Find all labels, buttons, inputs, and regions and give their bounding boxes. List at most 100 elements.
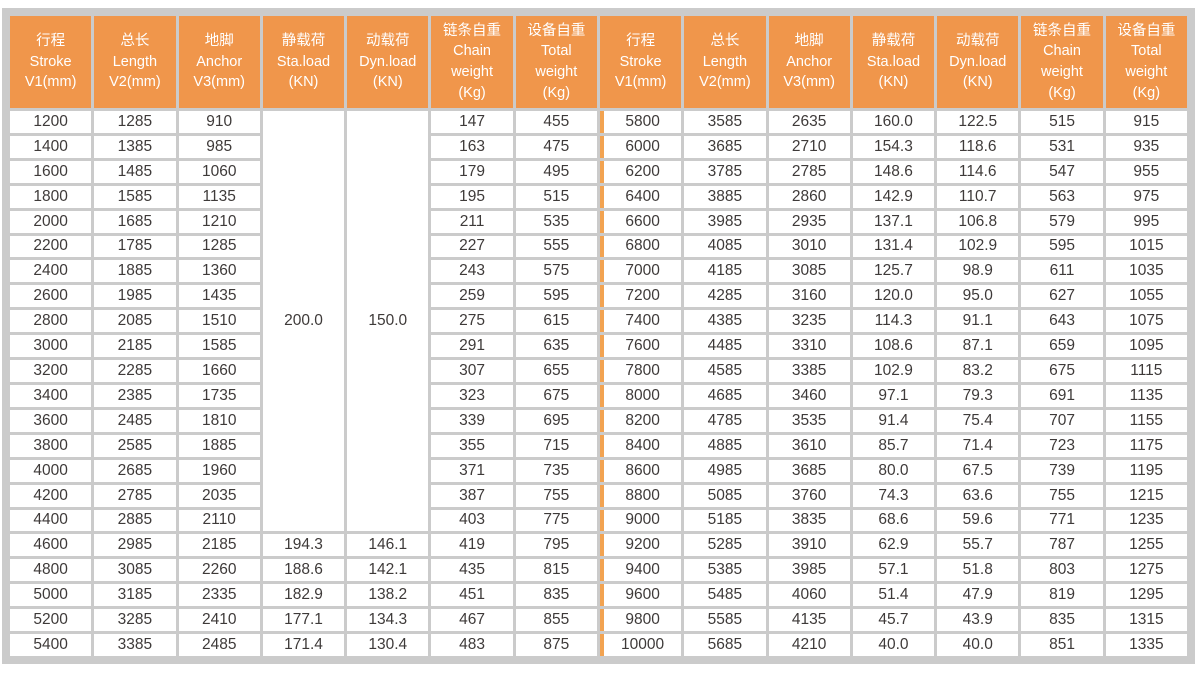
cell-right-total-weight: 1235 <box>1105 509 1187 532</box>
cell-left-sta-load: 177.1 <box>262 609 345 632</box>
cell-left-stroke: 3000 <box>10 335 92 358</box>
cell-left-length: 3385 <box>94 634 176 656</box>
table-row: 3000 2185 1585 291 635 7600 4485 3310 108.6 87.1 6… <box>10 335 1187 358</box>
cell-left-stroke: 4800 <box>10 559 92 582</box>
cell-right-stroke: 7000 <box>599 260 682 283</box>
cell-left-stroke: 1200 <box>10 111 92 133</box>
cell-right-sta-load: 148.6 <box>852 160 935 183</box>
table-row: 3200 2285 1660 307 655 7800 4585 3385 102.9 83.2 6… <box>10 360 1187 382</box>
cell-left-length: 3185 <box>94 584 176 607</box>
cell-right-total-weight: 1055 <box>1105 285 1187 308</box>
cell-left-total-weight: 595 <box>515 285 597 308</box>
cell-right-chain-weight: 819 <box>1021 584 1103 607</box>
cell-left-length: 1985 <box>94 285 176 308</box>
header-line: weight <box>451 64 493 80</box>
cell-left-dyn-load: 138.2 <box>347 584 429 607</box>
cell-left-anchor: 1360 <box>178 260 260 283</box>
table-row: 3800 2585 1885 355 715 8400 4885 3610 85.7 71.4 72… <box>10 434 1187 457</box>
cell-right-total-weight: 1115 <box>1105 360 1187 382</box>
cell-left-total-weight: 555 <box>515 235 597 258</box>
cell-right-anchor: 3385 <box>768 360 850 382</box>
cell-right-stroke: 5800 <box>599 111 682 133</box>
cell-right-anchor: 3010 <box>768 235 850 258</box>
cell-right-sta-load: 108.6 <box>852 335 935 358</box>
table-row: 2600 1985 1435 259 595 7200 4285 3160 120.0 95.0 6… <box>10 285 1187 308</box>
table-row: 5400 3385 2485 171.4 130.4 483 875 10000 5685 421… <box>10 634 1187 656</box>
table-row: 1800 1585 1135 195 515 6400 3885 2860 142.9 110.7… <box>10 185 1187 208</box>
spec-table-header: 行程 Stroke V1(mm) 总长 Length V2(mm) 地脚 Anchor V3(m… <box>10 16 1187 108</box>
cell-left-length: 1685 <box>94 210 176 233</box>
cell-right-dyn-load: 47.9 <box>937 584 1019 607</box>
cell-right-stroke: 8800 <box>599 484 682 507</box>
cell-right-dyn-load: 98.9 <box>937 260 1019 283</box>
table-row: 5200 3285 2410 177.1 134.3 467 855 9800 5585 4135… <box>10 609 1187 632</box>
table-row: 2800 2085 1510 275 615 7400 4385 3235 114.3 91.1 6… <box>10 310 1187 333</box>
cell-left-chain-weight: 387 <box>431 484 513 507</box>
cell-right-dyn-load: 118.6 <box>937 135 1019 158</box>
cell-right-sta-load: 91.4 <box>852 409 935 432</box>
cell-left-dyn-load: 150.0 <box>347 111 429 532</box>
cell-right-stroke: 8600 <box>599 459 682 482</box>
header-line: weight <box>1125 64 1168 80</box>
cell-right-length: 4085 <box>684 235 766 258</box>
header-line: Sta.load <box>276 53 331 70</box>
header-line: 总长 <box>120 33 150 50</box>
cell-right-anchor: 3685 <box>768 459 850 482</box>
header-line: Anchor <box>786 53 833 70</box>
cell-right-anchor: 2710 <box>768 135 850 158</box>
header-left-length: 总长 Length V2(mm) <box>94 16 176 108</box>
cell-left-anchor: 1885 <box>178 434 260 457</box>
cell-right-total-weight: 995 <box>1105 210 1187 233</box>
cell-left-stroke: 1600 <box>10 160 92 183</box>
cell-right-anchor: 3910 <box>768 534 850 557</box>
cell-left-stroke: 1800 <box>10 185 92 208</box>
cell-right-length: 4985 <box>684 459 766 482</box>
cell-right-stroke: 9800 <box>599 609 682 632</box>
header-line: V2(mm) <box>109 74 161 91</box>
table-row: 1400 1385 985 163 475 6000 3685 2710 154.3 118.6 5… <box>10 135 1187 158</box>
cell-left-anchor: 985 <box>178 135 260 158</box>
cell-right-chain-weight: 755 <box>1021 484 1103 507</box>
header-right-anchor: 地脚 Anchor V3(mm) <box>768 16 850 108</box>
header-right-stroke: 行程 Stroke V1(mm) <box>599 16 682 108</box>
cell-right-total-weight: 1155 <box>1105 409 1187 432</box>
cell-left-length: 2185 <box>94 335 176 358</box>
cell-left-total-weight: 475 <box>515 135 597 158</box>
header-line: 链条自重 <box>1033 22 1092 39</box>
cell-right-dyn-load: 71.4 <box>937 434 1019 457</box>
header-right-sta-load: 静载荷 Sta.load (KN) <box>852 16 935 108</box>
cell-right-anchor: 2785 <box>768 160 850 183</box>
cell-left-length: 1785 <box>94 235 176 258</box>
cell-left-stroke: 3800 <box>10 434 92 457</box>
cell-left-stroke: 4000 <box>10 459 92 482</box>
cell-right-total-weight: 1135 <box>1105 384 1187 407</box>
cell-left-anchor: 1285 <box>178 235 260 258</box>
cell-right-total-weight: 955 <box>1105 160 1187 183</box>
header-line: (Kg) <box>458 84 486 101</box>
cell-right-dyn-load: 55.7 <box>937 534 1019 557</box>
cell-right-chain-weight: 851 <box>1021 634 1103 656</box>
table-row: 4600 2985 2185 194.3 146.1 419 795 9200 5285 3910… <box>10 534 1187 557</box>
cell-left-stroke: 5400 <box>10 634 92 656</box>
header-line: Anchor <box>196 53 243 70</box>
table-row: 2400 1885 1360 243 575 7000 4185 3085 125.7 98.9 6… <box>10 260 1187 283</box>
cell-right-stroke: 8200 <box>599 409 682 432</box>
header-left-total-weight: 设备自重 Total weight (Kg) <box>515 16 597 108</box>
header-line: 地脚 <box>794 33 824 50</box>
cell-left-chain-weight: 291 <box>431 335 513 358</box>
cell-right-anchor: 3835 <box>768 509 850 532</box>
cell-right-stroke: 6200 <box>599 160 682 183</box>
cell-right-total-weight: 1035 <box>1105 260 1187 283</box>
cell-left-total-weight: 575 <box>515 260 597 283</box>
cell-right-anchor: 4135 <box>768 609 850 632</box>
cell-right-total-weight: 1255 <box>1105 534 1187 557</box>
spec-table-frame: 行程 Stroke V1(mm) 总长 Length V2(mm) 地脚 Anchor V3(m… <box>2 8 1195 664</box>
cell-right-length: 5485 <box>684 584 766 607</box>
cell-left-chain-weight: 451 <box>431 584 513 607</box>
cell-right-sta-load: 125.7 <box>852 260 935 283</box>
cell-left-sta-load: 200.0 <box>262 111 345 532</box>
cell-left-total-weight: 515 <box>515 185 597 208</box>
cell-right-length: 4385 <box>684 310 766 333</box>
cell-left-stroke: 1400 <box>10 135 92 158</box>
cell-left-sta-load: 188.6 <box>262 559 345 582</box>
